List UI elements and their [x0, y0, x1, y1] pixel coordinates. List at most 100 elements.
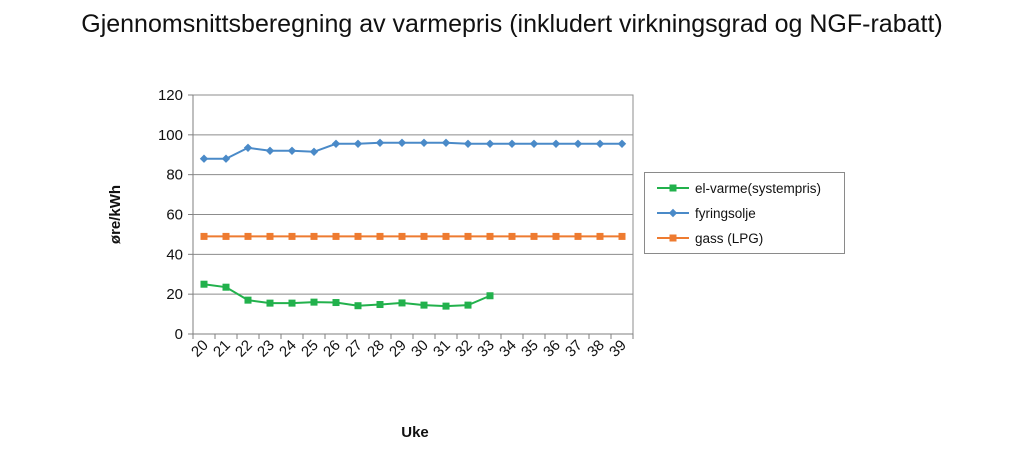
legend-item: fyringsolje	[655, 204, 756, 222]
axes	[188, 94, 634, 339]
data-point	[573, 139, 583, 148]
legend-label: el-varme(systempris)	[695, 180, 822, 196]
x-tick-label: 24	[276, 337, 300, 361]
data-point	[552, 232, 560, 240]
series-1	[200, 280, 494, 310]
data-point	[398, 232, 406, 240]
data-point	[244, 296, 252, 304]
data-point	[486, 232, 494, 240]
data-point	[441, 138, 451, 147]
y-tick-labels: 0 20 40 60 80 100 120	[158, 87, 183, 343]
x-tick-label: 29	[386, 337, 410, 361]
series-2	[199, 138, 627, 163]
x-tick-label: 31	[430, 337, 454, 361]
x-axis-label: Uke	[401, 424, 429, 441]
data-point	[508, 232, 516, 240]
data-point	[595, 139, 605, 148]
chart-title: Gjennomsnittsberegning av varmepris (ink…	[81, 10, 943, 38]
chart-legend: el-varme(systempris) fyringsolje gass (LPG…	[644, 172, 845, 254]
x-tick-label: 39	[606, 337, 630, 361]
y-tick-label: 40	[166, 246, 183, 263]
data-point	[288, 232, 296, 240]
legend-swatch	[657, 208, 689, 218]
data-point	[463, 139, 473, 148]
data-point	[486, 292, 494, 300]
y-tick-label: 80	[166, 167, 183, 184]
data-point	[199, 154, 209, 163]
data-point	[419, 138, 429, 147]
data-point	[244, 232, 252, 240]
x-tick-label: 37	[562, 337, 586, 361]
data-point	[266, 232, 274, 240]
data-point	[221, 154, 231, 163]
legend-label: gass (LPG)	[695, 230, 764, 246]
data-point	[376, 301, 384, 309]
data-point	[288, 299, 296, 307]
x-tick-label: 38	[584, 337, 608, 361]
x-tick-label: 36	[540, 337, 564, 361]
y-tick-label: 100	[158, 127, 183, 144]
x-tick-label: 22	[232, 337, 256, 361]
series-lines	[199, 138, 627, 310]
data-point	[442, 302, 450, 310]
data-point	[617, 139, 627, 148]
grid-lines	[193, 94, 633, 295]
data-point	[332, 232, 340, 240]
data-point	[287, 146, 297, 155]
legend-swatch	[657, 234, 689, 242]
x-tick-label: 32	[452, 337, 476, 361]
y-tick-label: 0	[175, 326, 183, 343]
data-point	[376, 232, 384, 240]
data-point	[529, 139, 539, 148]
data-point	[354, 232, 362, 240]
data-point	[222, 232, 230, 240]
x-tick-label: 30	[408, 337, 432, 361]
data-point	[574, 232, 582, 240]
legend-swatch	[657, 184, 689, 192]
data-point	[353, 139, 363, 148]
x-tick-label: 23	[254, 337, 278, 361]
x-tick-label: 27	[342, 337, 366, 361]
y-tick-label: 60	[166, 207, 183, 224]
data-point	[398, 299, 406, 307]
x-tick-label: 35	[518, 337, 542, 361]
data-point	[222, 283, 230, 291]
series-3	[200, 232, 626, 240]
x-tick-label: 25	[298, 337, 322, 361]
data-point	[485, 139, 495, 148]
data-point	[332, 299, 340, 307]
series-line	[203, 283, 491, 308]
data-point	[618, 232, 626, 240]
x-tick-label: 33	[474, 337, 498, 361]
data-point	[331, 139, 341, 148]
data-point	[551, 139, 561, 148]
data-point	[243, 143, 253, 152]
data-point	[200, 232, 208, 240]
x-tick-label: 20	[188, 337, 212, 361]
data-point	[310, 298, 318, 306]
data-point	[442, 232, 450, 240]
x-tick-label: 34	[496, 337, 520, 361]
data-point	[265, 146, 275, 155]
data-point	[596, 232, 604, 240]
data-point	[266, 299, 274, 307]
data-point	[309, 147, 319, 156]
x-tick-label: 28	[364, 337, 388, 361]
legend-item: el-varme(systempris)	[655, 179, 821, 197]
data-point	[354, 302, 362, 310]
data-point	[464, 301, 472, 309]
data-point	[420, 301, 428, 309]
data-point	[530, 232, 538, 240]
y-tick-label: 20	[166, 286, 183, 303]
legend-item: gass (LPG)	[655, 229, 763, 247]
data-point	[310, 232, 318, 240]
data-point	[200, 280, 208, 288]
data-point	[375, 138, 385, 147]
y-tick-label: 120	[158, 87, 183, 104]
x-tick-label: 21	[210, 337, 234, 361]
y-axis-label: øre/kWh	[107, 185, 124, 244]
x-tick-label: 26	[320, 337, 344, 361]
data-point	[420, 232, 428, 240]
